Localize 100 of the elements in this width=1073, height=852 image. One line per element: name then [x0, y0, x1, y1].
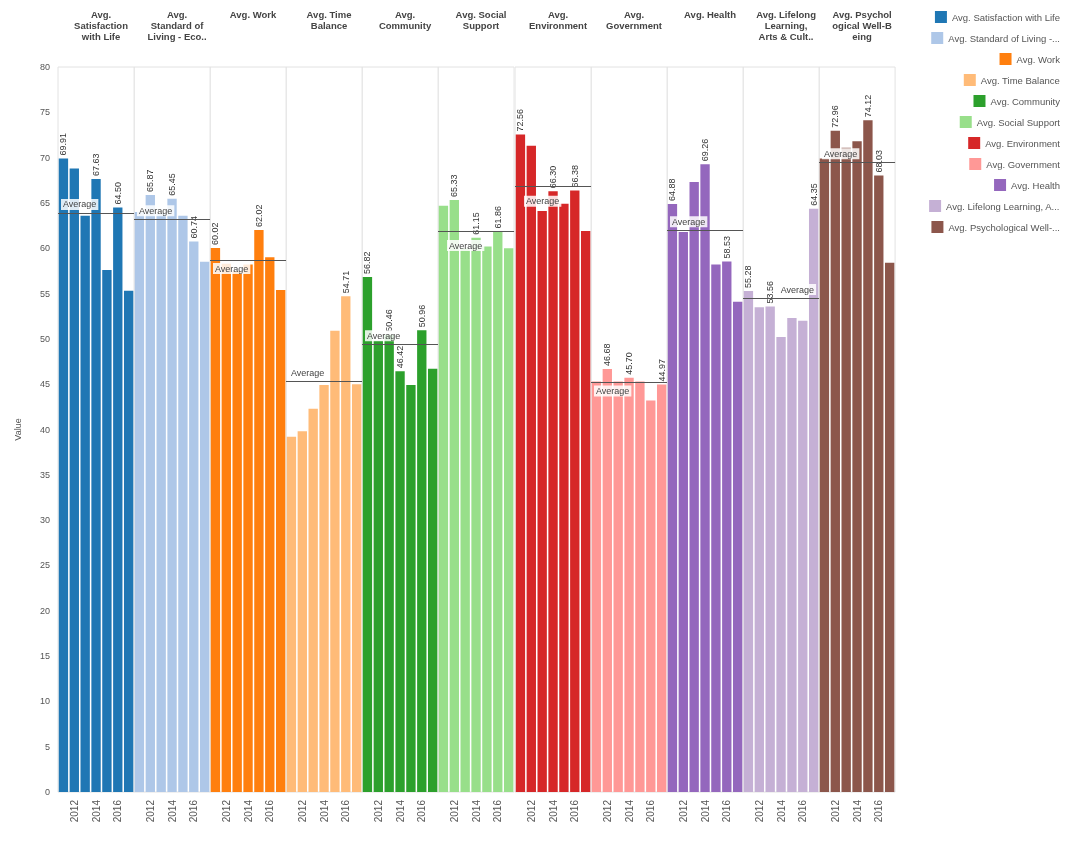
x-tick-label: 2014: [242, 799, 254, 823]
x-tick-label: 2014: [547, 799, 559, 823]
y-tick-label: 45: [39, 379, 50, 390]
legend-label: Avg. Lifelong Learning, A...: [945, 200, 1060, 212]
x-tick-label: 2016: [873, 799, 885, 823]
data-label: 61.86: [493, 205, 504, 229]
y-tick-label: 75: [39, 107, 50, 118]
x-tick-label: 2012: [373, 799, 385, 823]
x-tick-label: 2016: [568, 799, 580, 823]
data-label: 69.26: [699, 138, 710, 162]
ref-line-label: Average: [449, 240, 483, 251]
y-tick-label: 80: [39, 62, 50, 72]
chart-title: Avg. Environment: [528, 9, 588, 31]
x-tick-label: 2012: [525, 799, 537, 823]
ref-line-label: Average: [215, 263, 249, 274]
legend-label: Avg. Standard of Living -...: [948, 32, 1061, 44]
y-tick-label: 55: [39, 288, 50, 299]
x-tick-label: 2012: [220, 799, 232, 823]
ref-line-label: Average: [671, 216, 706, 227]
data-label: 53.56: [764, 281, 775, 304]
chart-title: Avg. Community: [379, 9, 433, 31]
chart-title: Avg. Psychol ogical Well-B eing: [832, 9, 892, 42]
legend-label: Avg. Health: [1010, 179, 1060, 191]
data-label: 50.46: [384, 309, 395, 332]
y-tick-label: 65: [39, 197, 50, 208]
data-label: 60.02: [210, 222, 221, 246]
x-tick-label: 2014: [699, 799, 711, 823]
y-tick-label: 0: [44, 787, 50, 797]
y-tick-label: 70: [39, 152, 50, 163]
x-tick-label: 2012: [68, 799, 80, 823]
legend-label: Avg. Environment: [984, 137, 1060, 149]
y-tick-label: 40: [39, 424, 50, 435]
data-label: 65.87: [145, 169, 156, 193]
bar: [678, 231, 688, 792]
x-tick-label: 2012: [297, 799, 309, 823]
x-tick-label: 2012: [829, 799, 841, 823]
x-tick-label: 2012: [601, 799, 613, 823]
y-tick-label: 5: [44, 741, 50, 752]
chart-title: Avg. Standard of Living - Eco..: [147, 9, 207, 42]
legend-label: Avg. Psychological Well-...: [948, 221, 1060, 233]
chart-title: Avg. Work: [229, 9, 278, 20]
x-tick-label: 2016: [264, 799, 276, 823]
ref-line-label: Average: [525, 196, 559, 207]
data-label: 69.91: [58, 132, 69, 156]
x-tick-label: 2014: [851, 799, 863, 823]
x-tick-label: 2014: [623, 799, 635, 823]
ref-line-label: Average: [63, 199, 97, 210]
data-label: 64.88: [667, 178, 678, 202]
x-tick-label: 2012: [449, 799, 461, 823]
x-tick-label: 2016: [340, 799, 352, 823]
x-tick-label: 2016: [416, 799, 428, 823]
legend-label: Avg. Social Support: [977, 116, 1061, 128]
y-axis-title: Value: [12, 418, 23, 441]
x-tick-label: 2014: [90, 799, 102, 823]
data-label: 65.33: [449, 174, 460, 197]
bar: [297, 431, 308, 792]
legend-label: Avg. Satisfaction with Life: [951, 11, 1060, 23]
y-tick-label: 50: [39, 333, 50, 344]
y-tick-label: 20: [39, 605, 50, 616]
x-tick-label: 2014: [394, 799, 406, 823]
data-label: 44.97: [656, 358, 667, 382]
ref-line-label: Average: [780, 284, 814, 295]
ref-line-label: Average: [291, 367, 325, 378]
x-tick-label: 2016: [721, 799, 732, 823]
bar: [884, 262, 895, 792]
data-label: 60.74: [188, 216, 199, 239]
x-tick-label: 2016: [112, 799, 124, 823]
ref-line-label: Average: [595, 385, 629, 396]
data-label: 50.96: [417, 304, 428, 328]
x-tick-label: 2014: [471, 799, 482, 823]
data-label: 62.02: [254, 204, 265, 227]
chart-title: Avg. Government: [605, 9, 663, 31]
chart-title: Avg. Satisfaction with Life: [74, 9, 129, 42]
legend-label: Avg. Community: [990, 95, 1061, 107]
y-tick-label: 10: [39, 696, 50, 707]
legend-label: Avg. Work: [1016, 53, 1061, 65]
y-tick-label: 30: [39, 515, 50, 526]
y-tick-label: 15: [39, 651, 50, 662]
y-tick-label: 60: [39, 243, 50, 254]
ref-line-label: Average: [367, 330, 401, 341]
chart-title: Avg. Health: [683, 9, 736, 20]
data-label: 74.12: [862, 94, 873, 118]
x-tick-label: 2016: [188, 799, 200, 823]
x-tick-label: 2016: [492, 799, 504, 823]
data-label: 56.82: [362, 251, 373, 275]
data-label: 55.28: [743, 265, 754, 289]
x-tick-label: 2014: [318, 799, 330, 823]
chart-title: Avg. Time Balance: [306, 9, 352, 31]
y-tick-label: 35: [39, 469, 50, 480]
data-label: 72.96: [830, 105, 841, 128]
ref-line-label: Average: [823, 148, 858, 159]
legend-label: Avg. Time Balance: [981, 74, 1061, 86]
data-label: 65.45: [167, 173, 178, 196]
data-label: 46.42: [395, 345, 406, 369]
x-tick-label: 2014: [166, 799, 178, 823]
data-label: 68.03: [873, 149, 884, 173]
x-tick-label: 2014: [775, 799, 787, 823]
data-label: 66.30: [547, 165, 558, 189]
x-tick-label: 2012: [144, 799, 156, 823]
x-tick-label: 2012: [677, 799, 689, 823]
